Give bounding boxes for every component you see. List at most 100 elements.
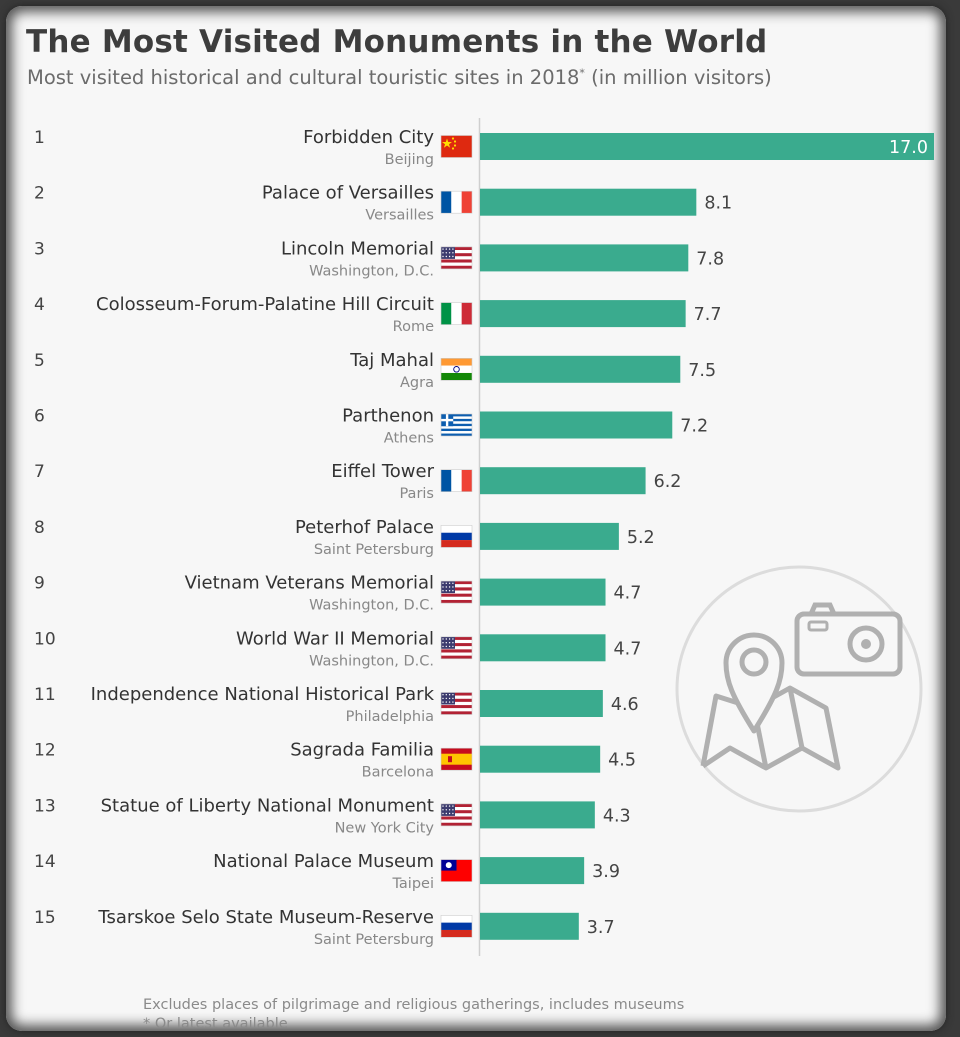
bar	[480, 411, 673, 439]
chart-row: 11 Independence National Historical Park P…	[34, 684, 639, 725]
monument-name-label: National Palace Museum	[213, 851, 434, 872]
city-label: Saint Petersburg	[314, 542, 434, 558]
usa-flag-icon	[440, 692, 473, 715]
bar	[480, 857, 585, 885]
rank-label: 7	[34, 462, 45, 482]
bar	[480, 801, 595, 829]
rank-label: 13	[34, 796, 56, 816]
india-flag-icon	[440, 357, 473, 381]
bar	[480, 912, 579, 940]
bar-chart: 1 Forbidden City Beijing 17.0 2 Palace of Ver…	[34, 118, 934, 956]
bar	[480, 244, 689, 272]
rank-label: 8	[34, 518, 45, 538]
chart-row: 4 Colosseum-Forum-Palatine Hill Circuit Ro…	[34, 294, 721, 335]
city-label: Washington, D.C.	[309, 263, 434, 279]
chart-row: 13 Statue of Liberty National Monument New…	[34, 795, 631, 836]
monument-name-label: Palace of Versailles	[262, 183, 434, 204]
value-label: 4.6	[611, 695, 639, 715]
city-label: Agra	[400, 375, 434, 391]
monument-name-label: Parthenon	[342, 406, 434, 427]
monument-name-label: Statue of Liberty National Monument	[101, 795, 434, 816]
chart-row: 7 Eiffel Tower Paris 6.2	[34, 461, 681, 502]
rank-label: 2	[34, 184, 45, 204]
city-label: Washington, D.C.	[309, 598, 434, 614]
monument-name-label: World War II Memorial	[236, 628, 434, 649]
value-label: 7.5	[688, 361, 716, 381]
bar	[480, 300, 686, 328]
city-label: Philadelphia	[346, 709, 434, 725]
monument-name-label: Forbidden City	[303, 127, 434, 148]
bar	[480, 522, 619, 550]
chart-row: 10 World War II Memorial Washington, D.C. 4…	[34, 628, 641, 669]
subtitle-text: Most visited historical and cultural tou…	[27, 66, 580, 89]
bar	[480, 578, 606, 606]
usa-flag-icon	[440, 580, 473, 604]
city-label: Saint Petersburg	[314, 932, 434, 948]
monument-name-label: Tsarskoe Selo State Museum-Reserve	[97, 907, 434, 928]
subtitle-unit: (in million visitors)	[584, 66, 772, 89]
monument-name-label: Independence National Historical Park	[91, 684, 435, 705]
city-label: Barcelona	[362, 765, 434, 781]
chart-row: 8 Peterhof Palace Saint Petersburg 5.2	[34, 517, 655, 558]
city-label: Rome	[393, 319, 434, 335]
rank-label: 6	[34, 407, 45, 427]
russia-flag-icon	[440, 525, 473, 548]
france-flag-icon	[440, 190, 473, 214]
rank-label: 11	[34, 685, 56, 705]
city-label: Paris	[399, 486, 434, 502]
monument-name-label: Lincoln Memorial	[281, 238, 434, 259]
bar	[480, 745, 601, 773]
bar	[480, 355, 681, 383]
chart-row: 3 Lincoln Memorial Washington, D.C. 7.8	[34, 238, 724, 279]
city-label: Taipei	[391, 876, 434, 892]
chart-row: 5 Taj Mahal Agra 7.5	[34, 350, 716, 391]
monument-name-label: Colosseum-Forum-Palatine Hill Circuit	[96, 294, 434, 315]
rank-label: 14	[34, 852, 56, 872]
value-label: 3.7	[587, 918, 615, 938]
rank-label: 12	[34, 741, 56, 761]
map-pin-camera-icon	[675, 565, 923, 813]
rank-label: 15	[34, 908, 56, 928]
value-label: 5.2	[627, 528, 655, 548]
rank-label: 1	[34, 128, 45, 148]
city-label: Athens	[384, 431, 434, 447]
chart-row: 9 Vietnam Veterans Memorial Washington, D.…	[34, 573, 641, 614]
footnote: Excludes places of pilgrimage and religi…	[143, 996, 684, 1031]
infographic-card: The Most Visited Monuments in the World …	[6, 6, 946, 1031]
greece-flag-icon	[440, 413, 473, 437]
monument-name-label: Eiffel Tower	[331, 461, 434, 482]
chart-title: The Most Visited Monuments in the World	[26, 24, 768, 60]
city-label: New York City	[335, 820, 435, 836]
value-label: 7.8	[696, 249, 724, 269]
russia-flag-icon	[440, 914, 473, 938]
value-label: 4.7	[614, 639, 642, 659]
china-flag-icon	[440, 135, 473, 158]
rank-label: 4	[34, 295, 45, 315]
usa-flag-icon	[440, 636, 473, 660]
value-label: 4.5	[608, 751, 636, 771]
value-label: 6.2	[654, 472, 682, 492]
value-label: 8.1	[704, 194, 732, 214]
monument-name-label: Vietnam Veterans Memorial	[185, 573, 434, 594]
bar	[480, 690, 603, 717]
rank-label: 9	[34, 574, 45, 594]
value-label: 3.9	[592, 862, 620, 882]
chart-row: 6 Parthenon Athens 7.2	[34, 406, 708, 447]
bar	[480, 188, 697, 216]
value-label: 4.3	[603, 806, 631, 826]
city-label: Versailles	[365, 208, 434, 224]
chart-row: 1 Forbidden City Beijing 17.0	[34, 127, 934, 168]
value-label: 17.0	[889, 138, 928, 158]
value-label: 7.7	[694, 305, 722, 325]
usa-flag-icon	[440, 803, 473, 827]
monument-name-label: Taj Mahal	[349, 350, 434, 371]
bar	[480, 467, 646, 495]
chart-subtitle: Most visited historical and cultural tou…	[27, 66, 772, 89]
footnote-line: * Or latest available	[143, 1016, 288, 1031]
footnote-line: Excludes places of pilgrimage and religi…	[143, 997, 685, 1013]
value-label: 4.7	[614, 584, 642, 604]
spain-flag-icon	[440, 747, 473, 771]
chart-row: 2 Palace of Versailles Versailles 8.1	[34, 183, 732, 224]
france-flag-icon	[440, 469, 473, 493]
rank-label: 10	[34, 629, 56, 649]
